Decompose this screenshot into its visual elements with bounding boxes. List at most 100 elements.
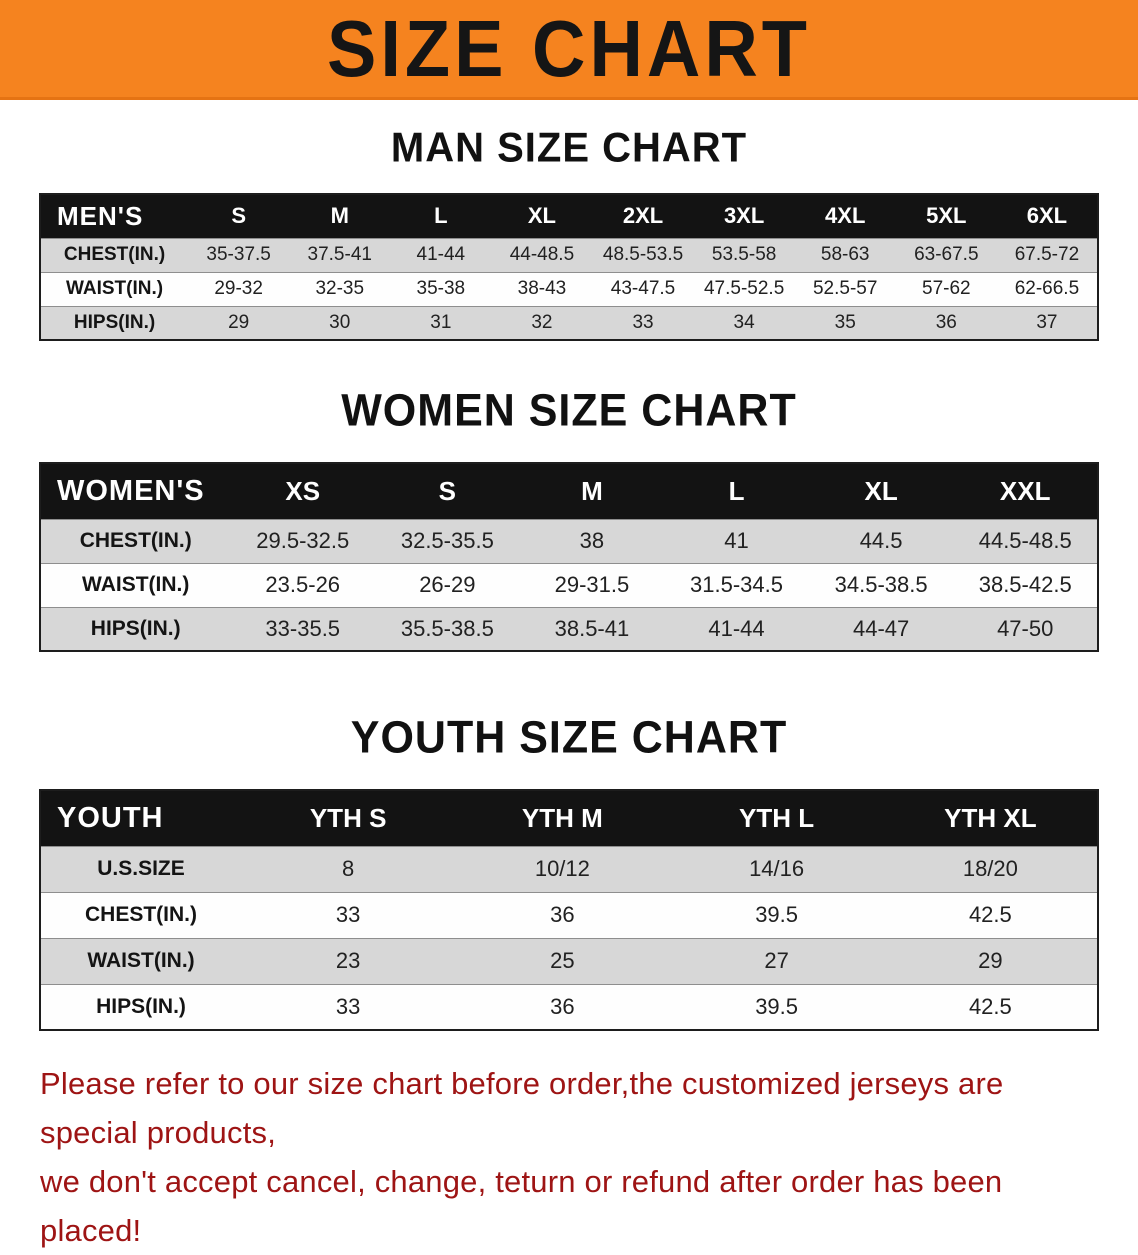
size-cell: 52.5-57 xyxy=(794,271,896,306)
table-row: CHEST(IN.) 33 36 39.5 42.5 xyxy=(40,891,1098,938)
size-column-header: 5XL xyxy=(895,194,997,238)
size-cell: 44-48.5 xyxy=(491,237,593,272)
man-size-chart-heading: MAN SIZE CHART xyxy=(390,124,748,172)
size-cell: 35.5-38.5 xyxy=(375,606,520,651)
table-row: HIPS(IN.) 29 30 31 32 33 34 35 36 37 xyxy=(40,305,1098,340)
size-cell: 62-66.5 xyxy=(996,271,1098,306)
size-cell: 44.5 xyxy=(808,518,954,563)
row-label: CHEST(IN.) xyxy=(40,518,231,563)
size-cell: 34.5-38.5 xyxy=(808,562,954,607)
size-cell: 37.5-41 xyxy=(289,237,391,272)
man-size-chart-section: MAN SIZE CHART MEN'S S M L XL 2XL 3XL 4XL 5XL 6XL… xyxy=(0,124,1138,341)
row-label: CHEST(IN.) xyxy=(40,891,242,938)
size-cell: 41 xyxy=(664,518,809,563)
size-cell: 14/16 xyxy=(669,845,884,892)
size-cell: 38 xyxy=(519,518,665,563)
size-column-header: 3XL xyxy=(693,194,795,238)
size-cell: 36 xyxy=(895,305,997,340)
size-cell: 10/12 xyxy=(455,845,670,892)
size-cell: 33 xyxy=(592,305,694,340)
size-cell: 29.5-32.5 xyxy=(230,518,376,563)
table-corner-label: MEN'S xyxy=(40,194,189,238)
size-column-header: L xyxy=(664,463,809,519)
table-row: CHEST(IN.) 29.5-32.5 32.5-35.5 38 41 44.5 44.5… xyxy=(40,518,1098,563)
size-cell: 29 xyxy=(883,937,1098,984)
size-column-header: M xyxy=(519,463,665,519)
size-cell: 47.5-52.5 xyxy=(693,271,795,306)
size-cell: 29-31.5 xyxy=(519,562,665,607)
size-cell: 31.5-34.5 xyxy=(664,562,809,607)
size-cell: 38.5-41 xyxy=(519,606,665,651)
size-cell: 8 xyxy=(241,845,456,892)
size-cell: 58-63 xyxy=(794,237,896,272)
youth-size-chart-heading: YOUTH SIZE CHART xyxy=(350,712,788,764)
row-label: U.S.SIZE xyxy=(40,845,242,892)
table-corner-label: WOMEN'S xyxy=(40,463,231,519)
table-row: WAIST(IN.) 23 25 27 29 xyxy=(40,937,1098,984)
size-column-header: M xyxy=(289,194,391,238)
size-cell: 48.5-53.5 xyxy=(592,237,694,272)
size-cell: 39.5 xyxy=(669,891,884,938)
size-cell: 36 xyxy=(455,891,670,938)
banner-title: SIZE CHART xyxy=(327,3,811,94)
table-row: WAIST(IN.) 23.5-26 26-29 29-31.5 31.5-34.5 34… xyxy=(40,562,1098,607)
row-label: WAIST(IN.) xyxy=(40,271,189,306)
size-column-header: S xyxy=(188,194,290,238)
size-column-header: XS xyxy=(230,463,376,519)
size-cell: 34 xyxy=(693,305,795,340)
row-label: WAIST(IN.) xyxy=(40,562,231,607)
size-column-header: XL xyxy=(491,194,593,238)
size-column-header: L xyxy=(390,194,492,238)
size-column-header: YTH S xyxy=(241,790,456,846)
size-cell: 33 xyxy=(241,891,456,938)
size-cell: 38-43 xyxy=(491,271,593,306)
size-cell: 33-35.5 xyxy=(230,606,376,651)
size-cell: 41-44 xyxy=(664,606,809,651)
size-cell: 33 xyxy=(241,983,456,1030)
table-row: HIPS(IN.) 33-35.5 35.5-38.5 38.5-41 41-44 44-… xyxy=(40,606,1098,651)
size-cell: 63-67.5 xyxy=(895,237,997,272)
size-cell: 32.5-35.5 xyxy=(375,518,520,563)
disclaimer: Please refer to our size chart before or… xyxy=(40,1059,1110,1255)
youth-size-table-container: YOUTH YTH S YTH M YTH L YTH XL U.S.SIZE 8 10/12… xyxy=(39,789,1099,1031)
youth-size-chart-section: YOUTH SIZE CHART YOUTH YTH S YTH M YTH L YTH… xyxy=(0,712,1138,1031)
size-cell: 36 xyxy=(455,983,670,1030)
row-label: HIPS(IN.) xyxy=(40,983,242,1030)
size-cell: 42.5 xyxy=(883,891,1098,938)
size-cell: 47-50 xyxy=(953,606,1098,651)
women-size-chart-section: WOMEN SIZE CHART WOMEN'S XS S M L XL XXL CHEST(… xyxy=(0,386,1138,652)
size-cell: 41-44 xyxy=(390,237,492,272)
table-corner-label: YOUTH xyxy=(40,790,242,846)
size-table: MEN'S S M L XL 2XL 3XL 4XL 5XL 6XL CHEST(IN.) 35-37… xyxy=(39,193,1099,341)
table-header-row: MEN'S S M L XL 2XL 3XL 4XL 5XL 6XL xyxy=(40,194,1098,238)
size-cell: 44-47 xyxy=(808,606,954,651)
row-label: HIPS(IN.) xyxy=(40,606,231,651)
disclaimer-line-1: Please refer to our size chart before or… xyxy=(40,1066,1004,1150)
row-label: CHEST(IN.) xyxy=(40,237,189,272)
size-cell: 29 xyxy=(188,305,290,340)
size-column-header: XXL xyxy=(953,463,1098,519)
size-column-header: YTH M xyxy=(455,790,670,846)
table-header-row: WOMEN'S XS S M L XL XXL xyxy=(40,463,1098,519)
size-cell: 32 xyxy=(491,305,593,340)
size-cell: 57-62 xyxy=(895,271,997,306)
size-cell: 35-37.5 xyxy=(188,237,290,272)
disclaimer-line-2: we don't accept cancel, change, teturn o… xyxy=(40,1164,1003,1248)
size-cell: 35-38 xyxy=(390,271,492,306)
women-size-table-container: WOMEN'S XS S M L XL XXL CHEST(IN.) 29.5-32.5 32.5… xyxy=(39,462,1099,652)
size-cell: 42.5 xyxy=(883,983,1098,1030)
size-cell: 37 xyxy=(996,305,1098,340)
size-cell: 23.5-26 xyxy=(230,562,376,607)
table-row: WAIST(IN.) 29-32 32-35 35-38 38-43 43-47.5 47.… xyxy=(40,271,1098,306)
size-cell: 18/20 xyxy=(883,845,1098,892)
row-label: HIPS(IN.) xyxy=(40,305,189,340)
size-cell: 30 xyxy=(289,305,391,340)
size-cell: 31 xyxy=(390,305,492,340)
size-table: WOMEN'S XS S M L XL XXL CHEST(IN.) 29.5-32.5 32.5… xyxy=(39,462,1099,652)
size-column-header: XL xyxy=(808,463,954,519)
size-cell: 38.5-42.5 xyxy=(953,562,1098,607)
table-row: U.S.SIZE 8 10/12 14/16 18/20 xyxy=(40,845,1098,892)
table-header-row: YOUTH YTH S YTH M YTH L YTH XL xyxy=(40,790,1098,846)
table-row: CHEST(IN.) 35-37.5 37.5-41 41-44 44-48.5 48.5… xyxy=(40,237,1098,272)
